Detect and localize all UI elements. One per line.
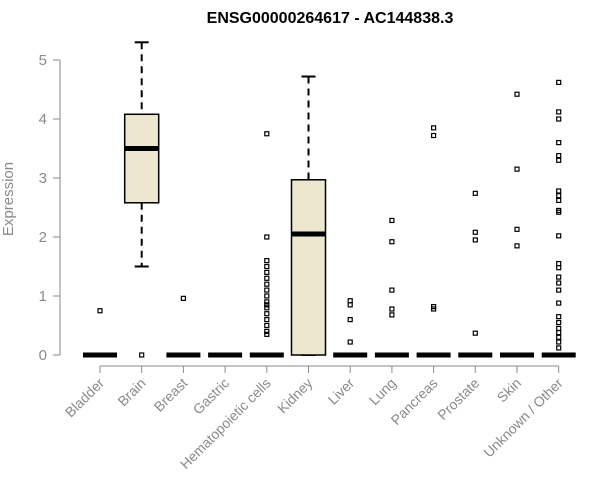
outlier-point — [556, 116, 562, 122]
outlier-point — [139, 352, 145, 358]
outlier-point — [556, 265, 562, 271]
outlier-point — [556, 329, 562, 336]
outlier-point — [264, 131, 270, 137]
outlier-point — [264, 302, 270, 308]
outlier-point — [556, 280, 562, 286]
outlier-point — [264, 269, 270, 275]
outlier-point — [556, 233, 562, 239]
boxes — [83, 41, 576, 358]
outlier-point — [264, 317, 270, 323]
chart-title: ENSG00000264617 - AC144838.3 — [207, 10, 454, 27]
y-tick-label: 5 — [39, 52, 47, 69]
x-tick-label: Lung — [366, 375, 399, 408]
y-axis-label: Expression — [0, 162, 17, 236]
box-group — [83, 308, 117, 358]
outlier-point — [389, 217, 395, 224]
y-tick-label: 3 — [39, 170, 47, 187]
y-tick-label: 1 — [39, 288, 47, 305]
outlier-point — [556, 287, 562, 293]
outlier-point — [264, 258, 270, 264]
outlier-point — [556, 157, 562, 163]
outlier-point — [347, 317, 353, 323]
outlier-point — [556, 319, 562, 326]
outlier-point — [514, 166, 520, 172]
outlier-point — [556, 334, 562, 340]
x-tick-label: Brain — [114, 375, 148, 409]
outlier-point — [556, 197, 562, 204]
x-tick-label: Kidney — [274, 375, 316, 417]
x-tick-label: Breast — [151, 375, 191, 415]
outlier-point — [556, 300, 562, 306]
x-tick-label: Liver — [325, 375, 358, 408]
outlier-point — [264, 305, 270, 311]
outlier-point — [347, 339, 353, 345]
outlier-point — [556, 152, 562, 159]
outlier-point — [389, 306, 395, 312]
outlier-point — [264, 331, 270, 337]
outlier-point — [556, 79, 562, 86]
outlier-point — [431, 125, 437, 131]
outlier-point — [556, 260, 562, 267]
outlier-point — [180, 295, 186, 301]
box-group — [249, 131, 284, 358]
outlier-point — [556, 109, 562, 115]
y-tick-label: 0 — [39, 347, 47, 364]
box-iqr — [123, 113, 160, 204]
outlier-point — [264, 287, 270, 293]
outlier-point — [472, 229, 478, 235]
outlier-point — [264, 281, 270, 287]
outlier-point — [264, 299, 270, 305]
box-group — [166, 295, 201, 358]
box-group — [290, 75, 327, 356]
outlier-point — [472, 190, 478, 196]
outlier-point — [514, 226, 520, 232]
x-tick-label: Unknown / Other — [480, 375, 566, 461]
outlier-point — [472, 330, 478, 336]
outlier-point — [431, 132, 437, 139]
box-group — [541, 79, 576, 358]
x-tick-label: Prostate — [434, 375, 482, 423]
box-group — [500, 91, 534, 358]
outlier-point — [556, 193, 562, 199]
outlier-point — [264, 311, 270, 317]
outlier-point — [514, 243, 520, 249]
outlier-point — [264, 322, 270, 329]
outlier-point — [264, 263, 270, 270]
box-group — [333, 298, 368, 358]
outlier-point — [389, 312, 395, 318]
box-iqr — [290, 179, 327, 356]
outlier-point — [389, 287, 395, 293]
outlier-point — [264, 275, 270, 281]
x-tick-label: Bladder — [62, 375, 108, 421]
y-tick-label: 2 — [39, 229, 47, 246]
outlier-point — [556, 274, 562, 280]
outlier-point — [347, 298, 353, 304]
outlier-point — [431, 306, 437, 312]
x-tick-label: Skin — [494, 375, 525, 406]
outlier-point — [389, 239, 395, 245]
box-group — [123, 41, 160, 358]
outlier-point — [556, 345, 562, 351]
outlier-point — [264, 234, 270, 240]
outlier-point — [472, 237, 478, 243]
outlier-point — [556, 325, 562, 332]
outlier-point — [514, 91, 520, 97]
outlier-point — [556, 188, 562, 194]
box-group — [374, 217, 409, 358]
outlier-point — [97, 308, 103, 314]
outlier-point — [347, 302, 353, 308]
outlier-point — [556, 140, 562, 146]
box-group — [416, 125, 451, 358]
outlier-point — [556, 209, 562, 215]
outlier-point — [556, 314, 562, 320]
outlier-point — [264, 328, 270, 334]
outlier-point — [556, 339, 562, 345]
outlier-point — [264, 293, 270, 299]
y-tick-label: 4 — [39, 111, 47, 128]
box-group — [458, 190, 493, 358]
